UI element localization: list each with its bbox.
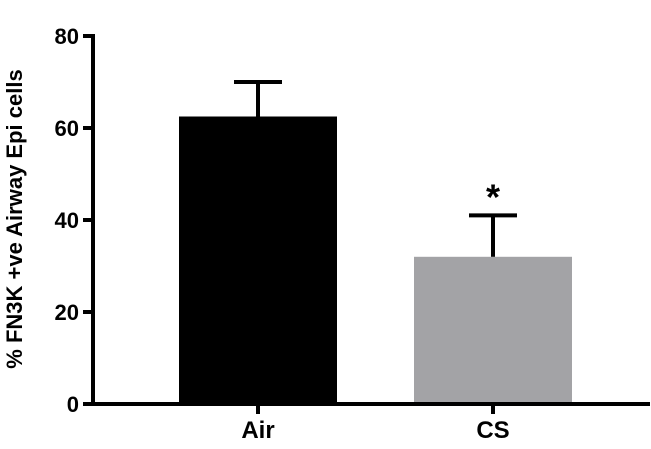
bar-air xyxy=(179,116,337,404)
y-axis-label: % FN3K +ve Airway Epi cells xyxy=(2,69,27,368)
y-tick-label-80: 80 xyxy=(55,24,79,49)
plot-area: Air CS * 0 20 40 60 80 xyxy=(55,24,650,444)
x-tick-label-air: Air xyxy=(241,417,274,444)
y-tick-label-40: 40 xyxy=(55,208,79,233)
y-tick-label-60: 60 xyxy=(55,116,79,141)
y-tick-label-20: 20 xyxy=(55,300,79,325)
bar-cs xyxy=(414,256,572,404)
significance-marker: * xyxy=(486,176,500,217)
x-tick-label-cs: CS xyxy=(476,417,509,444)
y-tick-label-0: 0 xyxy=(67,392,79,417)
